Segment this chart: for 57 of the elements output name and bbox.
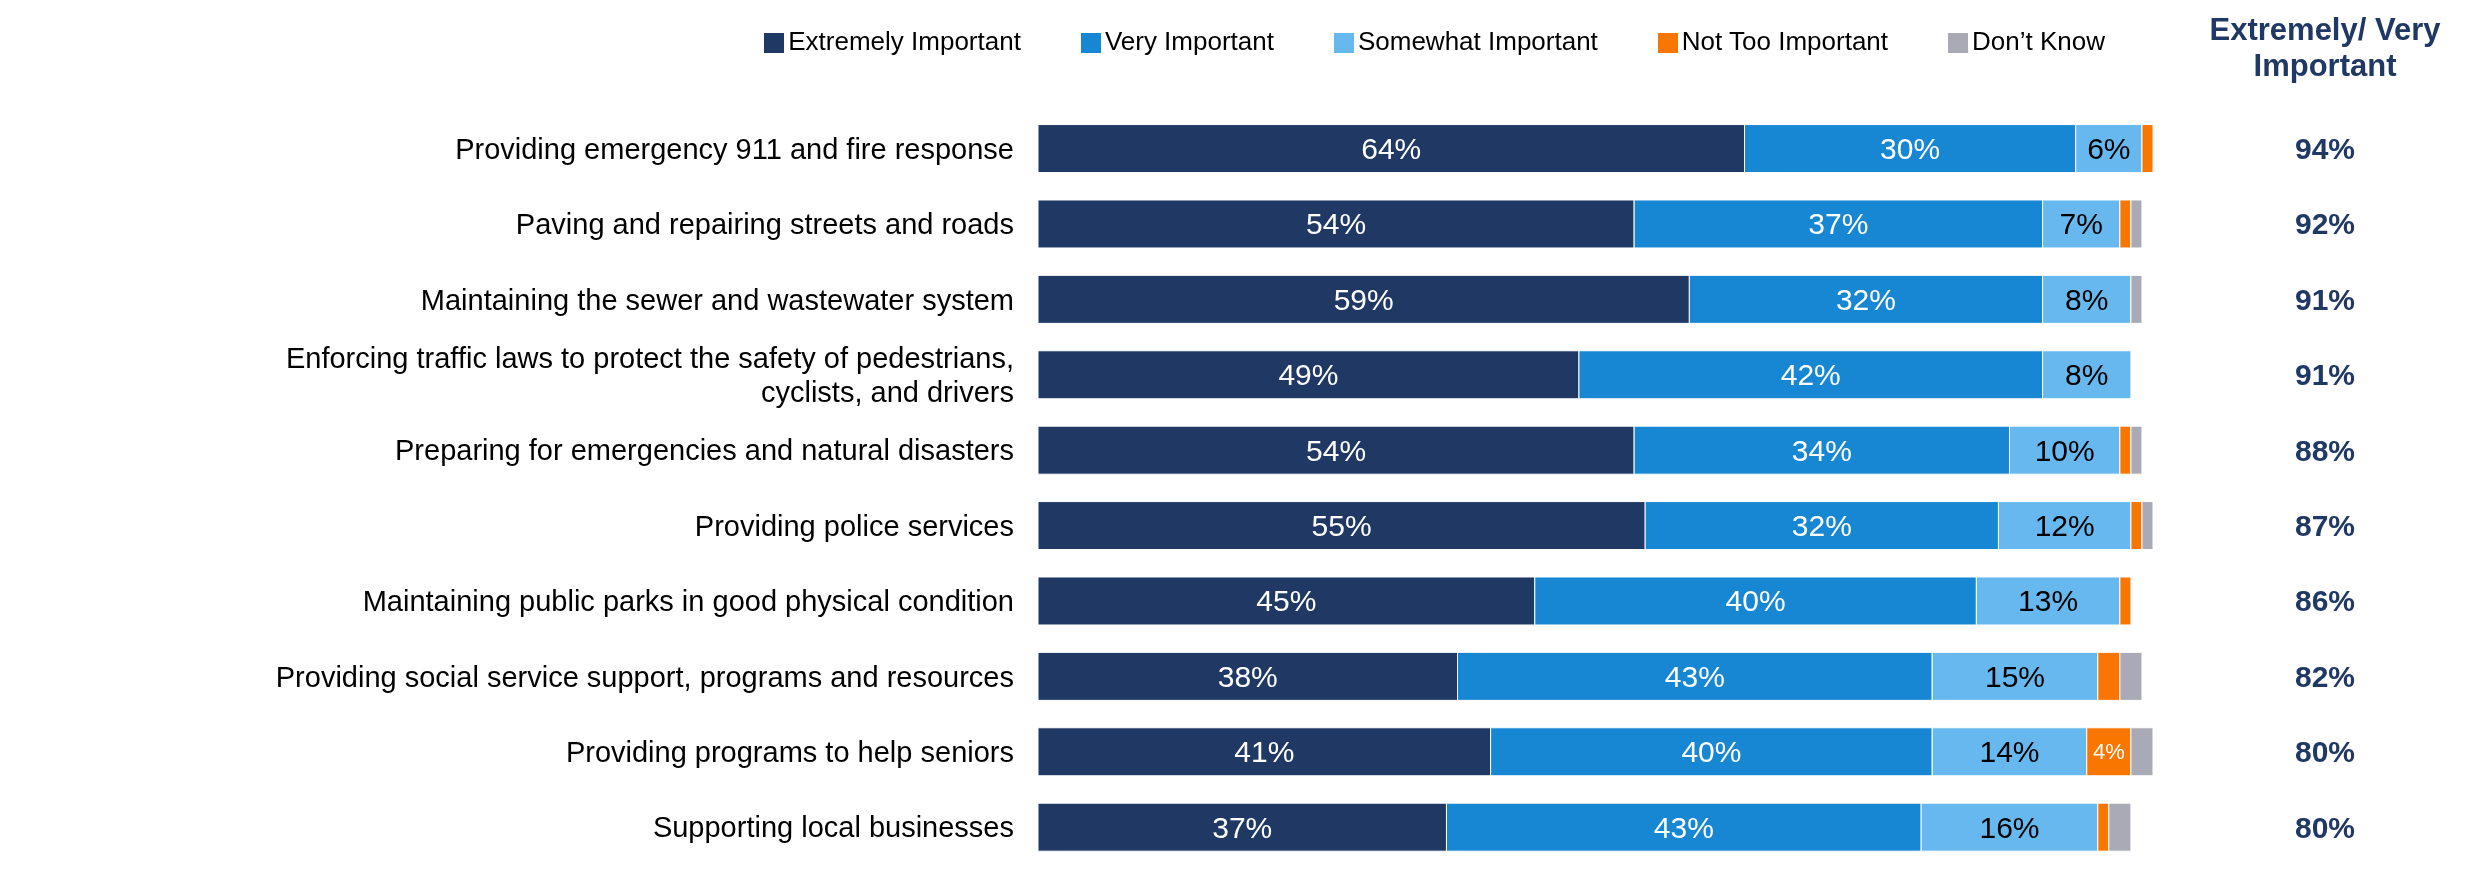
- data-label: 37%: [1808, 207, 1869, 241]
- legend-label: Don’t Know: [1972, 26, 2105, 56]
- y-tick-label: Preparing for emergencies and natural disasters: [395, 434, 1014, 467]
- y-tick-label: Providing emergency 911 and fire response: [455, 132, 1014, 165]
- text: 87%: [2294, 509, 2356, 543]
- y-tick-label: Supporting local businesses: [652, 811, 1014, 844]
- legend-label: Very Important: [1104, 26, 1274, 56]
- data-label: 55%: [1311, 509, 1372, 543]
- text: 91%: [2294, 282, 2356, 316]
- data-label: 8%: [2065, 282, 2109, 316]
- text: 80%: [2294, 810, 2356, 844]
- text: Extremely/ Very Important: [2208, 12, 2442, 84]
- y-tick-label: Maintaining the sewer and wastewater system: [420, 283, 1014, 316]
- text: 80%: [2294, 735, 2356, 769]
- data-label: 42%: [1780, 358, 1841, 392]
- legend-label: Extremely Important: [788, 26, 1021, 56]
- data-label: 59%: [1333, 282, 1394, 316]
- data-label: 8%: [2065, 358, 2109, 392]
- y-tick-label: Maintaining public parks in good physical condition: [362, 585, 1014, 618]
- text: 91%: [2294, 358, 2356, 392]
- data-label: 41%: [1234, 735, 1295, 769]
- data-label: 40%: [1725, 584, 1786, 618]
- y-tick-label: Paving and repairing streets and roads: [515, 208, 1014, 241]
- data-label: 16%: [1979, 810, 2040, 844]
- data-label: 45%: [1256, 584, 1317, 618]
- data-label: 10%: [2034, 433, 2095, 467]
- data-label: 54%: [1306, 433, 1367, 467]
- data-label: 49%: [1278, 358, 1339, 392]
- legend-label: Not Too Important: [1681, 26, 1889, 56]
- data-label: 14%: [1979, 735, 2040, 769]
- legend-label: Somewhat Important: [1357, 26, 1598, 56]
- data-label: 64%: [1361, 132, 1422, 166]
- data-label: 7%: [2059, 207, 2103, 241]
- data-label: 34%: [1791, 433, 1852, 467]
- data-label: 12%: [2034, 509, 2095, 543]
- data-label: 54%: [1306, 207, 1367, 241]
- y-tick-label: Enforcing traffic laws to protect the safety of pedestrians, cyclists, and drivers: [285, 341, 1014, 408]
- text: 92%: [2294, 207, 2356, 241]
- data-label: 6%: [2087, 132, 2131, 166]
- data-label: 15%: [1984, 659, 2046, 693]
- data-label: 4%: [2092, 739, 2125, 765]
- y-tick-label: Providing police services: [694, 509, 1014, 542]
- text: 94%: [2294, 132, 2356, 166]
- data-label: 40%: [1681, 735, 1742, 769]
- text: 86%: [2294, 584, 2356, 618]
- data-label: 13%: [2018, 584, 2079, 618]
- data-label: 37%: [1212, 810, 1273, 844]
- data-label: 38%: [1217, 659, 1278, 693]
- data-label: 30%: [1880, 132, 1941, 166]
- y-tick-label: Providing social service support, programs and resources: [275, 660, 1014, 693]
- data-label: 32%: [1835, 282, 1896, 316]
- data-label: 43%: [1664, 659, 1725, 693]
- text: 88%: [2294, 433, 2356, 467]
- y-tick-label: Providing programs to help seniors: [565, 735, 1014, 768]
- text: 82%: [2294, 659, 2356, 693]
- data-label: 32%: [1791, 509, 1852, 543]
- data-label: 43%: [1653, 810, 1714, 844]
